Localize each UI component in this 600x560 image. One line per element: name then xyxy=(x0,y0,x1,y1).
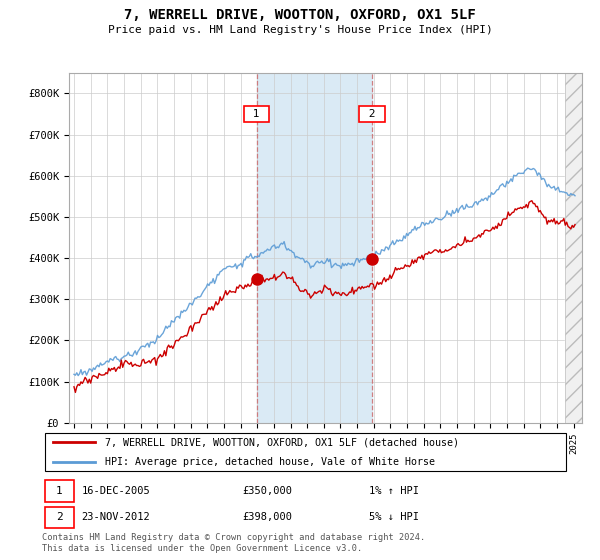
Text: 2: 2 xyxy=(362,109,382,119)
Text: 16-DEC-2005: 16-DEC-2005 xyxy=(82,486,151,496)
Bar xyxy=(565,73,582,423)
Text: HPI: Average price, detached house, Vale of White Horse: HPI: Average price, detached house, Vale… xyxy=(106,458,436,467)
Text: 5% ↓ HPI: 5% ↓ HPI xyxy=(370,512,419,522)
Text: £398,000: £398,000 xyxy=(242,512,293,522)
Text: 7, WERRELL DRIVE, WOOTTON, OXFORD, OX1 5LF (detached house): 7, WERRELL DRIVE, WOOTTON, OXFORD, OX1 5… xyxy=(106,437,460,447)
Text: Price paid vs. HM Land Registry's House Price Index (HPI): Price paid vs. HM Land Registry's House … xyxy=(107,25,493,35)
Text: 1: 1 xyxy=(247,109,266,119)
Text: 7, WERRELL DRIVE, WOOTTON, OXFORD, OX1 5LF: 7, WERRELL DRIVE, WOOTTON, OXFORD, OX1 5… xyxy=(124,8,476,22)
FancyBboxPatch shape xyxy=(44,480,74,502)
Text: 23-NOV-2012: 23-NOV-2012 xyxy=(82,512,151,522)
Bar xyxy=(565,73,582,423)
FancyBboxPatch shape xyxy=(44,507,74,528)
Bar xyxy=(257,73,372,423)
Text: 2: 2 xyxy=(56,512,62,522)
Text: 1% ↑ HPI: 1% ↑ HPI xyxy=(370,486,419,496)
Text: Contains HM Land Registry data © Crown copyright and database right 2024.
This d: Contains HM Land Registry data © Crown c… xyxy=(42,533,425,553)
Text: 1: 1 xyxy=(56,486,62,496)
FancyBboxPatch shape xyxy=(44,433,566,471)
Text: £350,000: £350,000 xyxy=(242,486,293,496)
